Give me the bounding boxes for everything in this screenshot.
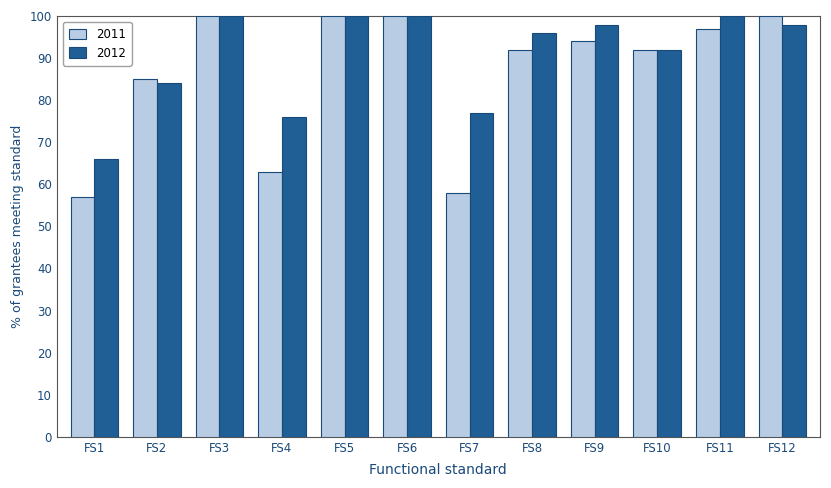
Bar bbox=[321, 16, 345, 437]
Bar bbox=[470, 113, 494, 437]
Bar bbox=[509, 50, 532, 437]
Bar bbox=[657, 50, 681, 437]
Bar bbox=[407, 16, 430, 437]
Bar bbox=[595, 24, 618, 437]
X-axis label: Functional standard: Functional standard bbox=[370, 463, 507, 477]
Bar bbox=[571, 41, 595, 437]
Y-axis label: % of grantees meeting standard: % of grantees meeting standard bbox=[11, 125, 24, 328]
Bar bbox=[696, 29, 720, 437]
Bar bbox=[759, 16, 782, 437]
Bar bbox=[282, 117, 306, 437]
Bar bbox=[219, 16, 243, 437]
Bar bbox=[633, 50, 657, 437]
Bar bbox=[446, 193, 470, 437]
Legend: 2011, 2012: 2011, 2012 bbox=[62, 22, 131, 66]
Bar bbox=[383, 16, 407, 437]
Bar bbox=[782, 24, 806, 437]
Bar bbox=[345, 16, 368, 437]
Bar bbox=[133, 79, 157, 437]
Bar bbox=[258, 172, 282, 437]
Bar bbox=[195, 16, 219, 437]
Bar bbox=[532, 33, 556, 437]
Bar bbox=[71, 197, 94, 437]
Bar bbox=[94, 159, 118, 437]
Bar bbox=[157, 83, 180, 437]
Bar bbox=[720, 16, 744, 437]
